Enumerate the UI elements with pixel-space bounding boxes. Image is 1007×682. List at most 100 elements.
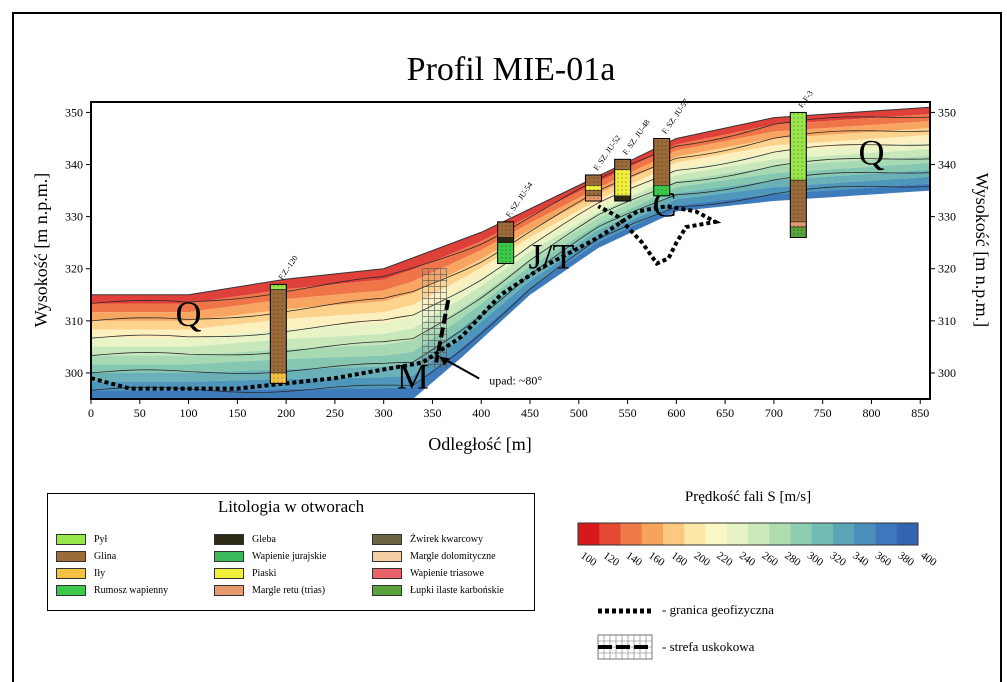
legend-item: Margle retu (trias)	[214, 585, 325, 596]
colorbar-title: Prędkość fali S [m/s]	[684, 489, 812, 505]
colorbar-cell	[896, 523, 919, 545]
legend-label: Margle retu (trias)	[252, 585, 326, 596]
colorbar-cell	[726, 523, 749, 545]
x-tick-label: 250	[326, 406, 344, 420]
borehole-outline	[269, 283, 287, 384]
legend-label: Piaski	[252, 568, 277, 579]
x-tick-label: 50	[134, 406, 146, 420]
colorbar-cell	[875, 523, 898, 545]
borehole-outline	[584, 174, 602, 202]
fault-zone-note: - strefa uskokowa	[662, 639, 755, 654]
colorbar-tick-label: 120	[601, 550, 622, 570]
legend-swatch	[214, 568, 244, 579]
colorbar-frame	[577, 522, 919, 546]
unit-label: J/T	[528, 237, 574, 277]
y-tick-label-right: 320	[938, 262, 956, 276]
legend-label: Iły	[94, 568, 106, 579]
x-tick-label: 600	[667, 406, 685, 420]
colorbar-tick-label: 220	[714, 550, 735, 570]
borehole-outline	[789, 111, 807, 238]
fault-zone-grid	[422, 268, 448, 368]
fault-zone-symbol	[597, 634, 653, 660]
legend-label: Łupki ilaste karbońskie	[410, 585, 504, 596]
legend-swatch	[372, 568, 402, 579]
legend-swatch	[214, 551, 244, 562]
x-tick-label: 500	[570, 406, 588, 420]
y-tick-label-left: 350	[65, 105, 83, 119]
x-tick-label: 150	[228, 406, 246, 420]
y-tick-label-right: 310	[938, 314, 956, 328]
colorbar-tick-label: 200	[692, 550, 713, 570]
colorbar-tick-label: 100	[578, 550, 599, 570]
colorbar-tick-label: 140	[624, 550, 645, 570]
colorbar-cell	[599, 523, 621, 545]
colorbar-tick-label: 320	[828, 550, 849, 570]
y-tick-label-right: 340	[938, 158, 956, 172]
colorbar-cell	[663, 523, 685, 545]
legend-label: Glina	[94, 551, 117, 562]
legend-swatch	[56, 534, 86, 545]
borehole-outline	[497, 221, 515, 265]
x-tick-label: 200	[277, 406, 295, 420]
colorbar-cell	[833, 523, 855, 545]
borehole-outline	[614, 158, 632, 202]
colorbar-cell	[641, 523, 664, 545]
colorbar-cell	[578, 523, 600, 545]
colorbar-tick-label: 180	[669, 550, 690, 570]
legend-item: Wapienie triasowe	[372, 568, 484, 579]
x-tick-label: 450	[521, 406, 539, 420]
y-tick-label-left: 340	[65, 158, 83, 172]
legend-label: Gleba	[252, 534, 276, 545]
y-tick-label-right: 330	[938, 210, 956, 224]
fault-line	[434, 299, 451, 363]
x-tick-label: 850	[911, 406, 929, 420]
surface-line	[91, 106, 930, 296]
legend-swatch	[214, 585, 244, 596]
x-tick-label: 100	[180, 406, 198, 420]
y-axis-label-left: Wysokość [m n.p.m.]	[31, 173, 51, 327]
legend-swatch	[372, 551, 402, 562]
x-tick-label: 650	[716, 406, 734, 420]
legend-swatch	[56, 551, 86, 562]
y-axis-label-right: Wysokość [m n.p.m.]	[972, 173, 992, 327]
y-tick-label-right: 350	[938, 105, 956, 119]
legend-item: Glina	[56, 551, 116, 562]
legend-item: Łupki ilaste karbońskie	[372, 585, 504, 596]
x-tick-label: 400	[472, 406, 490, 420]
colorbar-cell	[620, 523, 643, 545]
colorbar-cell	[684, 523, 706, 545]
colorbar-tick-label: 280	[782, 550, 803, 570]
x-axis-label: Odległość [m]	[428, 434, 531, 454]
colorbar-tick-label: 160	[646, 550, 667, 570]
dip-label: upad: ~80°	[489, 374, 542, 388]
y-tick-label-left: 310	[65, 314, 83, 328]
y-tick-label-left: 320	[65, 262, 83, 276]
legend-item: Piaski	[214, 568, 276, 579]
colorbar-tick-label: 340	[850, 550, 871, 570]
unit-label: Q	[176, 294, 202, 334]
legend-item: Pył	[56, 534, 107, 545]
legend-label: Wapienie triasowe	[410, 568, 484, 579]
legend-item: Iły	[56, 568, 105, 579]
x-tick-label: 750	[814, 406, 832, 420]
y-tick-label-left: 330	[65, 210, 83, 224]
x-tick-label: 550	[619, 406, 637, 420]
legend-item: Żwirek kwarcowy	[372, 534, 483, 545]
boundary-note: - granica geofizyczna	[662, 602, 774, 617]
legend-swatch	[214, 534, 244, 545]
legend-label: Żwirek kwarcowy	[410, 534, 484, 545]
geophysical-boundary	[90, 204, 722, 391]
legend-swatch	[372, 585, 402, 596]
colorbar-tick-label: 380	[896, 550, 917, 570]
colorbar-cell	[769, 523, 791, 545]
y-tick-label-left: 300	[65, 366, 83, 380]
y-tick-label-right: 300	[938, 366, 956, 380]
legend-item: Wapienie jurajskie	[214, 551, 326, 562]
borehole-name: F. F-3	[797, 89, 815, 110]
borehole-name: F. SZ. JU-48	[621, 118, 652, 157]
plot-frame	[90, 101, 931, 400]
legend-label: Wapienie jurajskie	[252, 551, 327, 562]
x-tick-label: 300	[375, 406, 393, 420]
legend-title: Litologia w otworach	[217, 497, 365, 516]
dip-arrow-head	[439, 356, 451, 366]
